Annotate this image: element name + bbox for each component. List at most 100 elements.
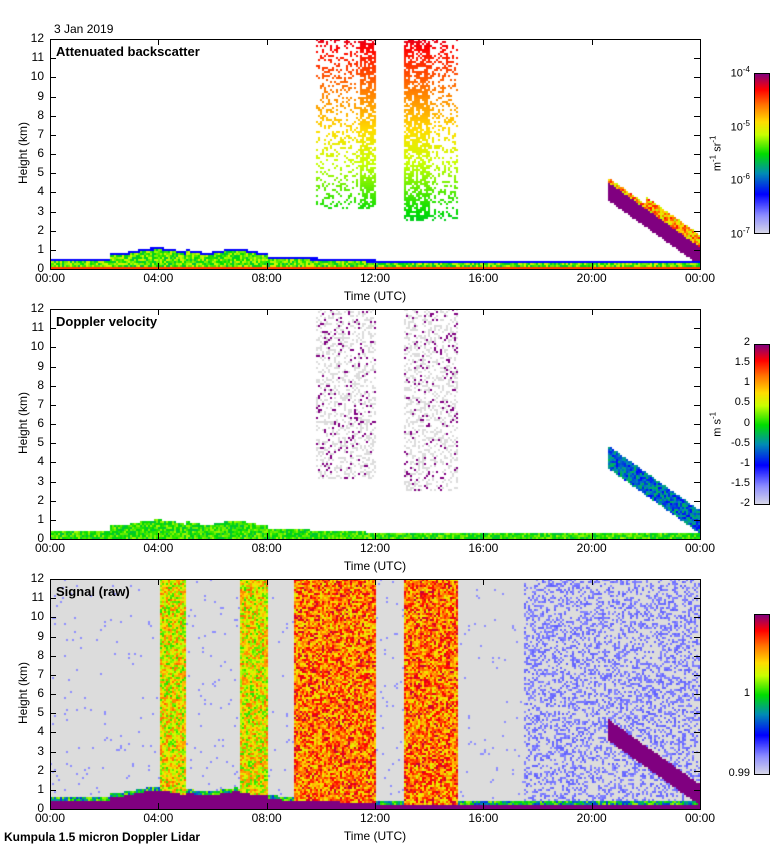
y-tick-label: 1 <box>37 511 44 526</box>
colorbar-tick-label: -1 <box>740 456 750 469</box>
colorbar-tick-label: 10-6 <box>730 172 750 187</box>
y-tick-label: 7 <box>37 126 44 141</box>
colorbar-tick-label: -2 <box>740 497 750 509</box>
y-tick-mark <box>50 115 56 117</box>
y-tick-mark-right <box>694 789 700 791</box>
y-tick-mark <box>50 58 56 60</box>
y-tick-mark <box>50 500 56 502</box>
y-tick-label: 9 <box>37 88 44 103</box>
y-tick-mark-right <box>694 539 700 540</box>
x-tick-mark <box>591 263 593 269</box>
y-tick-label: 4 <box>37 184 44 199</box>
y-tick-mark <box>50 404 56 406</box>
y-tick-label: 8 <box>37 647 44 662</box>
date-label: 3 Jan 2019 <box>54 22 114 36</box>
x-tick-label: 00:00 <box>684 811 716 825</box>
y-tick-mark-right <box>694 598 700 600</box>
y-tick-mark-right <box>694 309 700 310</box>
x-tick-mark-top <box>266 309 268 315</box>
y-tick-mark <box>50 173 56 175</box>
y-tick-mark <box>50 39 56 40</box>
x-tick-label: 12:00 <box>359 541 391 555</box>
x-tick-mark-top <box>266 39 268 45</box>
y-tick-label: 11 <box>31 50 44 65</box>
colorbar-tick-label: 1 <box>743 686 750 699</box>
y-axis-label: Height (km) <box>16 122 30 185</box>
x-tick-mark-top <box>50 579 51 585</box>
y-tick-label: 2 <box>37 762 44 777</box>
x-tick-mark-top <box>158 579 160 585</box>
colorbar-tick-label: 1.5 <box>734 356 750 369</box>
y-tick-mark <box>50 77 56 79</box>
colorbar-tick-label: 0.5 <box>734 396 750 409</box>
instrument-label: Kumpula 1.5 micron Doppler Lidar <box>4 830 201 844</box>
x-axis-label: Time (UTC) <box>343 559 407 573</box>
x-tick-label: 16:00 <box>468 811 499 825</box>
y-tick-label: 10 <box>30 609 44 624</box>
y-tick-label: 4 <box>37 724 44 739</box>
x-tick-mark-top <box>375 39 376 45</box>
y-tick-mark <box>50 347 56 349</box>
y-tick-label: 3 <box>37 203 44 218</box>
x-tick-mark-top <box>158 39 160 45</box>
colorbar-tick-label: 2 <box>743 336 750 348</box>
y-tick-mark-right <box>694 481 700 483</box>
y-tick-mark <box>50 211 56 213</box>
x-tick-label: 04:00 <box>143 541 174 555</box>
y-tick-label: 10 <box>30 69 44 84</box>
colorbar-frame <box>754 344 770 505</box>
x-tick-mark-top <box>591 579 593 585</box>
colorbar-tick-label: 0.99 <box>728 767 750 779</box>
y-tick-label: 11 <box>31 590 44 605</box>
y-tick-label: 9 <box>37 358 44 373</box>
x-tick-mark <box>700 803 701 809</box>
y-tick-mark-right <box>694 39 700 40</box>
y-tick-label: 1 <box>37 781 44 796</box>
y-tick-mark-right <box>694 579 700 580</box>
x-tick-label: 00:00 <box>684 541 716 555</box>
y-tick-mark-right <box>694 462 700 464</box>
y-tick-mark-right <box>694 809 700 810</box>
y-tick-mark-right <box>694 732 700 734</box>
plot-area-1[interactable] <box>50 309 700 539</box>
y-tick-mark <box>50 230 56 232</box>
x-tick-label: 12:00 <box>359 811 391 825</box>
y-tick-mark-right <box>694 655 700 657</box>
y-tick-mark-right <box>694 617 700 619</box>
colorbar-1 <box>754 344 770 505</box>
colorbar-tick-label: -0.5 <box>731 436 750 449</box>
y-tick-mark <box>50 694 56 695</box>
x-tick-mark-top <box>158 309 160 315</box>
y-tick-mark-right <box>694 211 700 213</box>
y-tick-label: 8 <box>37 377 44 392</box>
y-tick-mark <box>50 636 56 638</box>
y-tick-mark <box>50 443 56 445</box>
y-tick-mark-right <box>694 347 700 349</box>
y-tick-mark-right <box>694 134 700 136</box>
x-tick-mark <box>266 803 268 809</box>
y-tick-label: 2 <box>37 492 44 507</box>
colorbar-frame <box>754 614 770 775</box>
y-tick-mark <box>50 96 56 98</box>
y-tick-mark-right <box>694 694 700 695</box>
plot-area-0[interactable] <box>50 39 700 269</box>
x-tick-mark-top <box>483 39 485 45</box>
colorbar-tick-label: -1.5 <box>731 476 750 489</box>
x-axis-label: Time (UTC) <box>343 289 407 303</box>
y-tick-mark-right <box>694 249 700 251</box>
y-tick-label: 4 <box>37 454 44 469</box>
y-tick-mark-right <box>694 77 700 79</box>
y-axis-label: Height (km) <box>16 392 30 455</box>
y-tick-label: 9 <box>37 628 44 643</box>
y-tick-mark <box>50 732 56 734</box>
colorbar-2 <box>754 614 770 775</box>
y-tick-mark-right <box>694 713 700 715</box>
plot-area-2[interactable] <box>50 579 700 809</box>
x-tick-mark <box>375 803 376 809</box>
y-tick-label: 12 <box>30 301 44 315</box>
y-tick-mark-right <box>694 424 700 425</box>
colorbar-tick-label: 1 <box>743 376 750 389</box>
y-tick-mark <box>50 269 56 270</box>
x-tick-label: 00:00 <box>34 271 66 285</box>
x-tick-label: 00:00 <box>684 271 716 285</box>
